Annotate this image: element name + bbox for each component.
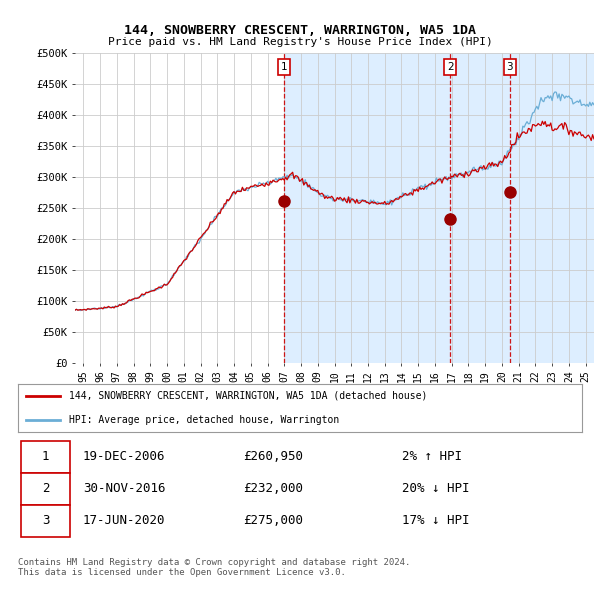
Text: 30-NOV-2016: 30-NOV-2016: [83, 482, 166, 495]
Text: Contains HM Land Registry data © Crown copyright and database right 2024.
This d: Contains HM Land Registry data © Crown c…: [18, 558, 410, 577]
Text: 2% ↑ HPI: 2% ↑ HPI: [401, 450, 461, 463]
FancyBboxPatch shape: [21, 505, 70, 537]
Bar: [284, 53, 594, 363]
Text: Price paid vs. HM Land Registry's House Price Index (HPI): Price paid vs. HM Land Registry's House …: [107, 37, 493, 47]
Text: 144, SNOWBERRY CRESCENT, WARRINGTON, WA5 1DA: 144, SNOWBERRY CRESCENT, WARRINGTON, WA5…: [124, 24, 476, 37]
Text: 2: 2: [42, 482, 49, 495]
Text: £232,000: £232,000: [244, 482, 304, 495]
FancyBboxPatch shape: [21, 441, 70, 473]
Text: 1: 1: [280, 62, 287, 72]
Text: 17-JUN-2020: 17-JUN-2020: [83, 514, 166, 527]
Text: 20% ↓ HPI: 20% ↓ HPI: [401, 482, 469, 495]
Text: £275,000: £275,000: [244, 514, 304, 527]
FancyBboxPatch shape: [21, 473, 70, 505]
Text: 144, SNOWBERRY CRESCENT, WARRINGTON, WA5 1DA (detached house): 144, SNOWBERRY CRESCENT, WARRINGTON, WA5…: [69, 391, 427, 401]
Text: 19-DEC-2006: 19-DEC-2006: [83, 450, 166, 463]
Text: HPI: Average price, detached house, Warrington: HPI: Average price, detached house, Warr…: [69, 415, 339, 425]
Text: 17% ↓ HPI: 17% ↓ HPI: [401, 514, 469, 527]
Text: 2: 2: [447, 62, 454, 72]
Text: 3: 3: [42, 514, 49, 527]
Text: £260,950: £260,950: [244, 450, 304, 463]
Text: 1: 1: [42, 450, 49, 463]
Text: 3: 3: [506, 62, 513, 72]
